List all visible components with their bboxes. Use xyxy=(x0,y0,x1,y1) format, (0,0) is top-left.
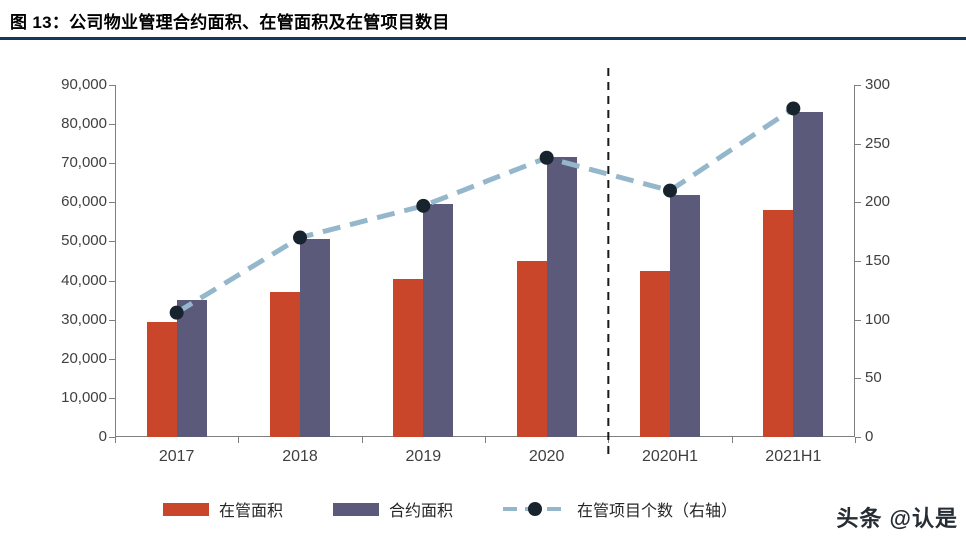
x-axis-label-2019: 2019 xyxy=(405,448,442,465)
y-axis-left-tickmark xyxy=(109,437,115,438)
y-axis-right-tickmark xyxy=(855,437,861,438)
x-axis-tickmark xyxy=(115,437,116,443)
line-dot-swatch xyxy=(503,502,567,516)
contracted-area-swatch xyxy=(332,502,379,516)
bar-contracted-area xyxy=(423,204,454,437)
managed-area-swatch xyxy=(162,502,209,516)
y-axis-left-tick-label: 70,000 xyxy=(61,154,107,172)
bar-managed-area xyxy=(270,292,300,437)
bar-managed-area xyxy=(640,270,670,437)
legend-label-contracted-area: 合约面积 xyxy=(388,503,453,520)
x-axis-tickmark xyxy=(608,437,610,443)
y-axis-right-tick-label: 200 xyxy=(865,193,891,211)
figure-title: 图 13：公司物业管理合约面积、在管面积及在管项目数目 xyxy=(10,13,450,32)
bar-managed-area xyxy=(146,321,177,437)
y-axis-left-tick-label: 90,000 xyxy=(61,76,107,93)
y-axis-left-tickmark xyxy=(109,319,115,321)
y-axis-left-tickmark xyxy=(109,397,115,399)
y-axis-right-tickmark xyxy=(855,261,861,262)
bar-contracted-area xyxy=(670,194,700,437)
y-axis-right-tickmark xyxy=(855,378,861,380)
y-axis-left-tick-label: 20,000 xyxy=(61,349,107,367)
bar-contracted-area xyxy=(793,112,824,437)
watermark: 头条 @认是 xyxy=(836,506,958,531)
y-axis-left-tickmark xyxy=(109,358,115,360)
y-axis-right-tick-label: 300 xyxy=(865,76,891,93)
y-axis-right-tickmark xyxy=(855,143,861,145)
y-axis-right-tick-label: 100 xyxy=(865,310,891,328)
y-axis-left-tick-label: 80,000 xyxy=(61,115,107,133)
y-axis-left-tickmark xyxy=(109,241,115,243)
legend-label-project-count: 在管项目个数（右轴） xyxy=(577,503,738,520)
legend: 在管面积 合约面积 在管项目个数（右轴） xyxy=(80,497,820,521)
legend-item-contracted-area: 合约面积 xyxy=(332,497,453,521)
legend-item-managed-area: 在管面积 xyxy=(162,497,283,521)
bar-managed-area xyxy=(393,279,424,437)
y-axis-right-tick-label: 250 xyxy=(865,134,891,152)
y-axis-left-tick-label: 0 xyxy=(98,428,107,445)
x-axis-tickmark xyxy=(361,437,363,443)
y-axis-right-tick-label: 0 xyxy=(865,428,874,445)
x-axis-tickmark xyxy=(855,437,856,443)
y-axis-right-tick-label: 150 xyxy=(865,252,891,269)
y-axis-right-tickmark xyxy=(855,202,861,204)
legend-item-project-count: 在管项目个数（右轴） xyxy=(503,497,737,521)
x-axis-tickmark xyxy=(731,437,733,443)
y-axis-left-tickmark xyxy=(109,280,115,282)
y-axis-right-tick-label: 50 xyxy=(865,369,882,387)
bar-managed-area xyxy=(763,210,794,437)
y-axis-left-tickmark xyxy=(109,124,115,126)
x-axis-tickmark xyxy=(238,437,240,443)
y-axis-left-tickmark xyxy=(109,163,115,165)
x-axis-label-2020: 2020 xyxy=(528,448,565,465)
y-axis-left-tickmark xyxy=(109,202,115,204)
x-axis-label-2018: 2018 xyxy=(282,448,318,465)
x-axis-label-2020H1: 2020H1 xyxy=(641,448,699,465)
bar-contracted-area xyxy=(300,239,330,437)
bar-contracted-area xyxy=(546,157,577,437)
y-axis-left-tick-label: 40,000 xyxy=(61,271,107,289)
y-axis-left-tick-label: 60,000 xyxy=(61,193,107,211)
y-axis-left-tick-label: 50,000 xyxy=(61,232,107,250)
bar-managed-area xyxy=(516,261,547,437)
y-axis-left-tickmark xyxy=(109,85,115,86)
plot-area xyxy=(115,85,855,437)
x-axis-label-2017: 2017 xyxy=(158,448,195,465)
y-axis-left-tick-label: 30,000 xyxy=(61,310,107,328)
bar-contracted-area xyxy=(176,300,207,437)
x-axis-tickmark xyxy=(485,437,486,443)
y-axis-right-tickmark xyxy=(855,85,861,86)
y-axis-left-tick-label: 10,000 xyxy=(61,388,107,406)
y-axis-right-tickmark xyxy=(855,319,861,321)
legend-label-managed-area: 在管面积 xyxy=(218,503,283,520)
x-axis-label-2021H1: 2021H1 xyxy=(765,448,822,465)
title-rule xyxy=(0,37,966,40)
